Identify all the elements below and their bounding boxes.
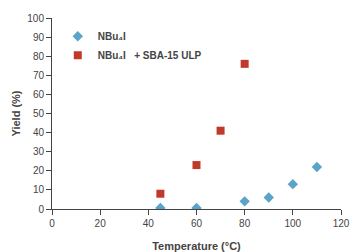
svg-text:90: 90 bbox=[33, 32, 45, 43]
svg-text:100: 100 bbox=[27, 13, 44, 24]
svg-text:40: 40 bbox=[33, 127, 45, 138]
svg-text:80: 80 bbox=[239, 218, 251, 229]
svg-text:Yield (%): Yield (%) bbox=[10, 90, 22, 136]
svg-text:40: 40 bbox=[143, 218, 155, 229]
svg-text:Temperature (°C): Temperature (°C) bbox=[152, 240, 241, 252]
svg-text:80: 80 bbox=[33, 51, 45, 62]
svg-text:30: 30 bbox=[33, 146, 45, 157]
svg-text:10: 10 bbox=[33, 184, 45, 195]
svg-text:NBu₄I: NBu₄I bbox=[98, 31, 126, 42]
svg-text:70: 70 bbox=[33, 70, 45, 81]
svg-text:0: 0 bbox=[38, 204, 44, 215]
svg-text:60: 60 bbox=[191, 218, 203, 229]
svg-text:100: 100 bbox=[284, 218, 301, 229]
svg-text:20: 20 bbox=[95, 218, 107, 229]
svg-text:120: 120 bbox=[333, 218, 350, 229]
svg-text:NBu₄I + SBA-15 ULP: NBu₄I + SBA-15 ULP bbox=[98, 50, 202, 61]
svg-text:0: 0 bbox=[49, 218, 55, 229]
svg-text:50: 50 bbox=[33, 108, 45, 119]
svg-text:20: 20 bbox=[33, 165, 45, 176]
svg-text:60: 60 bbox=[33, 89, 45, 100]
